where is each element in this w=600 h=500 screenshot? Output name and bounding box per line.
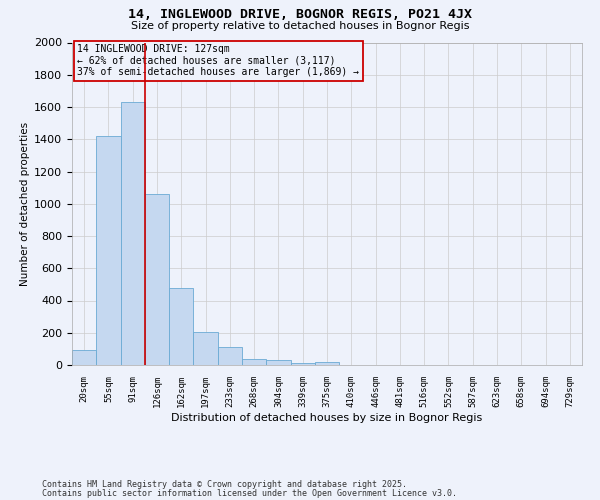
Text: 14 INGLEWOOD DRIVE: 127sqm
← 62% of detached houses are smaller (3,117)
37% of s: 14 INGLEWOOD DRIVE: 127sqm ← 62% of deta… <box>77 44 359 78</box>
Bar <box>290 362 315 365</box>
Bar <box>218 348 242 365</box>
Text: 14, INGLEWOOD DRIVE, BOGNOR REGIS, PO21 4JX: 14, INGLEWOOD DRIVE, BOGNOR REGIS, PO21 … <box>128 8 472 20</box>
Bar <box>242 358 266 365</box>
Text: Contains public sector information licensed under the Open Government Licence v3: Contains public sector information licen… <box>42 489 457 498</box>
X-axis label: Distribution of detached houses by size in Bognor Regis: Distribution of detached houses by size … <box>172 412 482 422</box>
Bar <box>121 102 145 365</box>
Text: Size of property relative to detached houses in Bognor Regis: Size of property relative to detached ho… <box>131 21 469 31</box>
Bar <box>96 136 121 365</box>
Bar <box>266 360 290 365</box>
Text: Contains HM Land Registry data © Crown copyright and database right 2025.: Contains HM Land Registry data © Crown c… <box>42 480 407 489</box>
Bar <box>315 362 339 365</box>
Bar <box>145 194 169 365</box>
Bar <box>193 332 218 365</box>
Bar <box>72 350 96 365</box>
Bar <box>169 288 193 365</box>
Y-axis label: Number of detached properties: Number of detached properties <box>20 122 30 286</box>
